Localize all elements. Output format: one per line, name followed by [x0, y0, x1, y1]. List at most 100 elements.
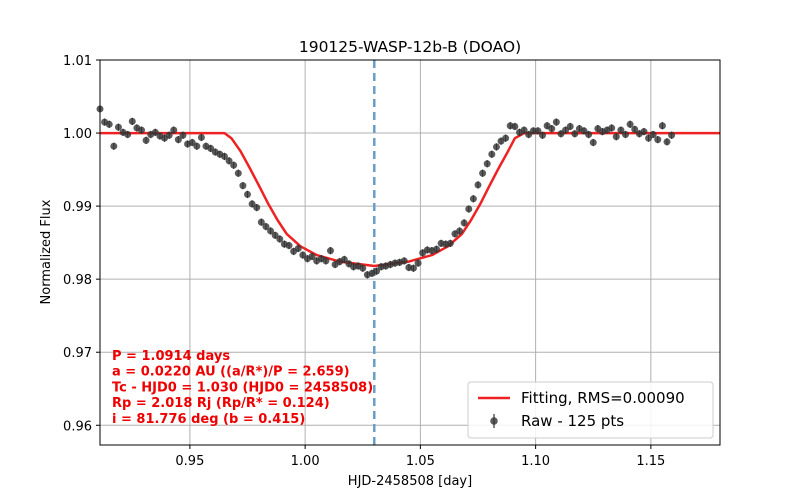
point-marker [626, 120, 634, 128]
point-marker [460, 219, 468, 227]
data-point [174, 135, 182, 144]
point-marker [285, 242, 293, 250]
data-point [253, 203, 261, 212]
y-tick-label: 1.01 [63, 54, 92, 69]
data-point [124, 130, 132, 139]
point-marker [142, 136, 150, 144]
data-point [340, 255, 348, 264]
point-marker [124, 131, 132, 139]
data-point [608, 124, 616, 132]
data-point [446, 239, 454, 248]
data-point [552, 118, 560, 126]
data-point [658, 122, 666, 130]
y-tick-label: 0.96 [63, 419, 92, 434]
point-marker [294, 244, 302, 252]
data-point [105, 120, 113, 128]
data-point [626, 120, 634, 128]
point-marker [552, 118, 560, 126]
data-point [566, 122, 574, 131]
data-point [511, 122, 519, 131]
point-marker [539, 131, 547, 139]
data-point [483, 160, 491, 168]
x-ticks: 0.95 1.00 1.05 1.10 1.15 [175, 445, 665, 469]
data-point [230, 161, 238, 169]
point-marker [359, 264, 367, 272]
data-point [585, 130, 593, 139]
y-tick-label: 0.98 [63, 273, 92, 288]
data-point [409, 264, 417, 272]
point-marker [474, 181, 482, 189]
point-marker [622, 131, 630, 139]
x-tick-label: 1.10 [521, 454, 550, 469]
data-point [668, 131, 676, 139]
point-marker [658, 122, 666, 130]
annotation-line: Rp = 2.018 Rj (Rp/R* = 0.124) [112, 396, 330, 411]
point-marker [326, 247, 334, 255]
data-point [373, 267, 381, 275]
data-point [649, 130, 657, 139]
data-point [488, 150, 496, 158]
data-point [460, 219, 468, 227]
data-point [640, 127, 648, 136]
point-marker [585, 131, 593, 139]
point-marker [225, 157, 233, 165]
data-point [631, 125, 639, 134]
data-point [234, 169, 242, 177]
point-marker [663, 138, 671, 146]
legend-box [467, 381, 714, 439]
data-point [492, 143, 500, 151]
point-marker [244, 190, 252, 198]
data-point [359, 264, 367, 272]
point-marker [114, 123, 122, 131]
point-marker [276, 235, 284, 243]
point-marker [488, 150, 496, 158]
x-tick-label: 1.15 [636, 454, 665, 469]
data-point [308, 252, 316, 261]
fit-curve [100, 131, 720, 268]
data-point [414, 259, 422, 267]
data-point [612, 133, 620, 141]
legend-raw-label: Raw - 125 pts [521, 412, 624, 430]
point-marker [433, 245, 441, 253]
point-marker [589, 139, 597, 147]
data-point [326, 247, 334, 255]
legend-fit-label: Fitting, RMS=0.00090 [521, 389, 685, 407]
point-marker [165, 131, 173, 139]
annotation-line: Tc - HJD0 = 1.030 (HJD0 = 2458508) [112, 380, 373, 395]
point-marker [179, 131, 187, 139]
data-point [469, 195, 477, 203]
point-marker [479, 169, 487, 177]
point-marker [110, 142, 118, 150]
point-marker [566, 122, 574, 130]
y-tick-label: 0.99 [63, 200, 92, 215]
data-point [193, 142, 201, 150]
plot-frame [99, 59, 721, 446]
point-marker [534, 127, 542, 135]
data-point [433, 245, 441, 253]
data-point [170, 126, 178, 134]
point-marker [511, 122, 519, 130]
data-point [400, 257, 408, 265]
annotation-line: i = 81.776 deg (b = 0.415) [112, 412, 305, 427]
x-tick-label: 0.95 [175, 454, 204, 469]
point-marker [483, 160, 491, 168]
point-marker [465, 205, 473, 213]
data-point [128, 117, 136, 126]
data-point [479, 169, 487, 177]
point-marker [197, 133, 205, 141]
data-point [285, 241, 293, 250]
data-point [534, 127, 542, 135]
data-point [220, 152, 228, 161]
points-layer [96, 105, 676, 279]
point-marker [262, 223, 270, 231]
point-marker [548, 125, 556, 133]
point-marker [220, 152, 228, 160]
data-point [617, 126, 625, 134]
point-marker [340, 255, 348, 263]
point-marker [631, 125, 639, 133]
data-point [244, 190, 252, 199]
point-marker [414, 259, 422, 267]
data-point [520, 126, 528, 134]
point-marker [668, 131, 676, 139]
